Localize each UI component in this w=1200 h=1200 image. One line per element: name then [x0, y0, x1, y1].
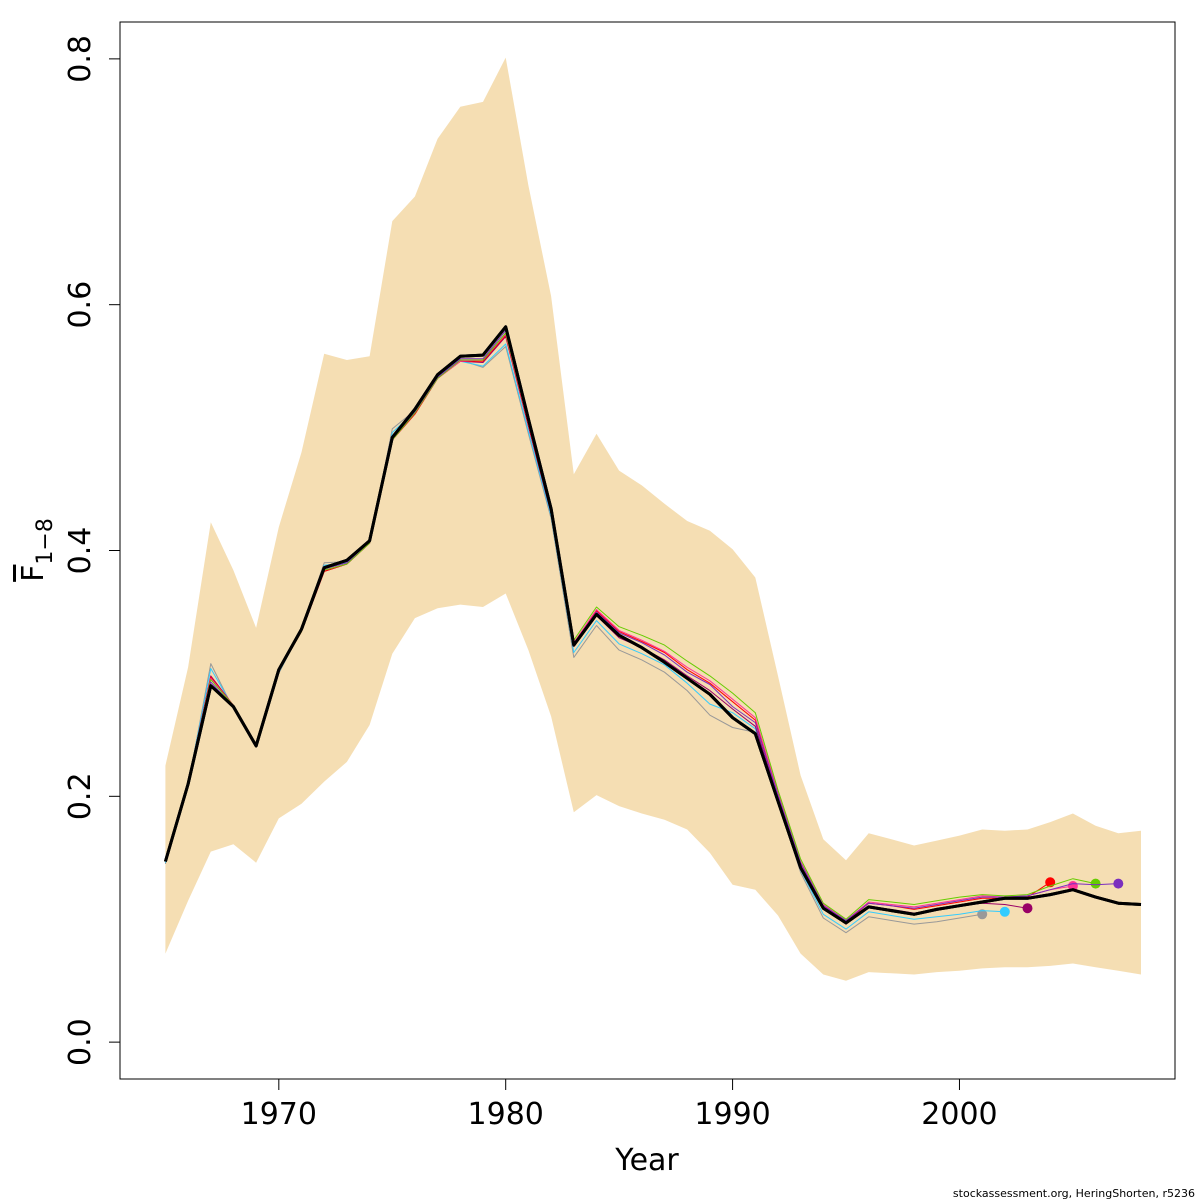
series-layer [163, 325, 1142, 934]
x-tick-label: 1990 [694, 1097, 770, 1132]
y-axis-title: F1−8 [16, 518, 58, 582]
x-tick-label: 1970 [241, 1097, 317, 1132]
y-tick-label: 0.2 [63, 772, 98, 820]
series-endpoint-5 [1022, 903, 1033, 914]
series-line-main [163, 325, 1142, 925]
x-axis-title: Year [614, 1143, 679, 1178]
y-axis-title-base: F [16, 565, 51, 582]
y-axis-title-subscript: 1−8 [33, 518, 58, 564]
y-tick-label: 0.0 [63, 1018, 98, 1066]
credit-text: stockassessment.org, HeringShorten, r523… [953, 1187, 1195, 1200]
series-endpoint-2 [1090, 878, 1101, 889]
series-endpoint-7 [977, 909, 988, 920]
confidence-band [165, 57, 1141, 981]
x-axis: 1970 1980 1990 2000 [241, 1078, 998, 1132]
x-tick-label: 1980 [468, 1097, 544, 1132]
series-endpoint-6 [999, 906, 1010, 917]
y-axis: 0.0 0.2 0.4 0.6 0.8 [63, 35, 121, 1066]
y-tick-label: 0.4 [63, 527, 98, 575]
y-tick-label: 0.6 [63, 281, 98, 329]
y-tick-label: 0.8 [63, 35, 98, 83]
x-tick-label: 2000 [921, 1097, 997, 1132]
series-endpoint-1 [1113, 878, 1124, 889]
confidence-band-layer [165, 57, 1141, 981]
